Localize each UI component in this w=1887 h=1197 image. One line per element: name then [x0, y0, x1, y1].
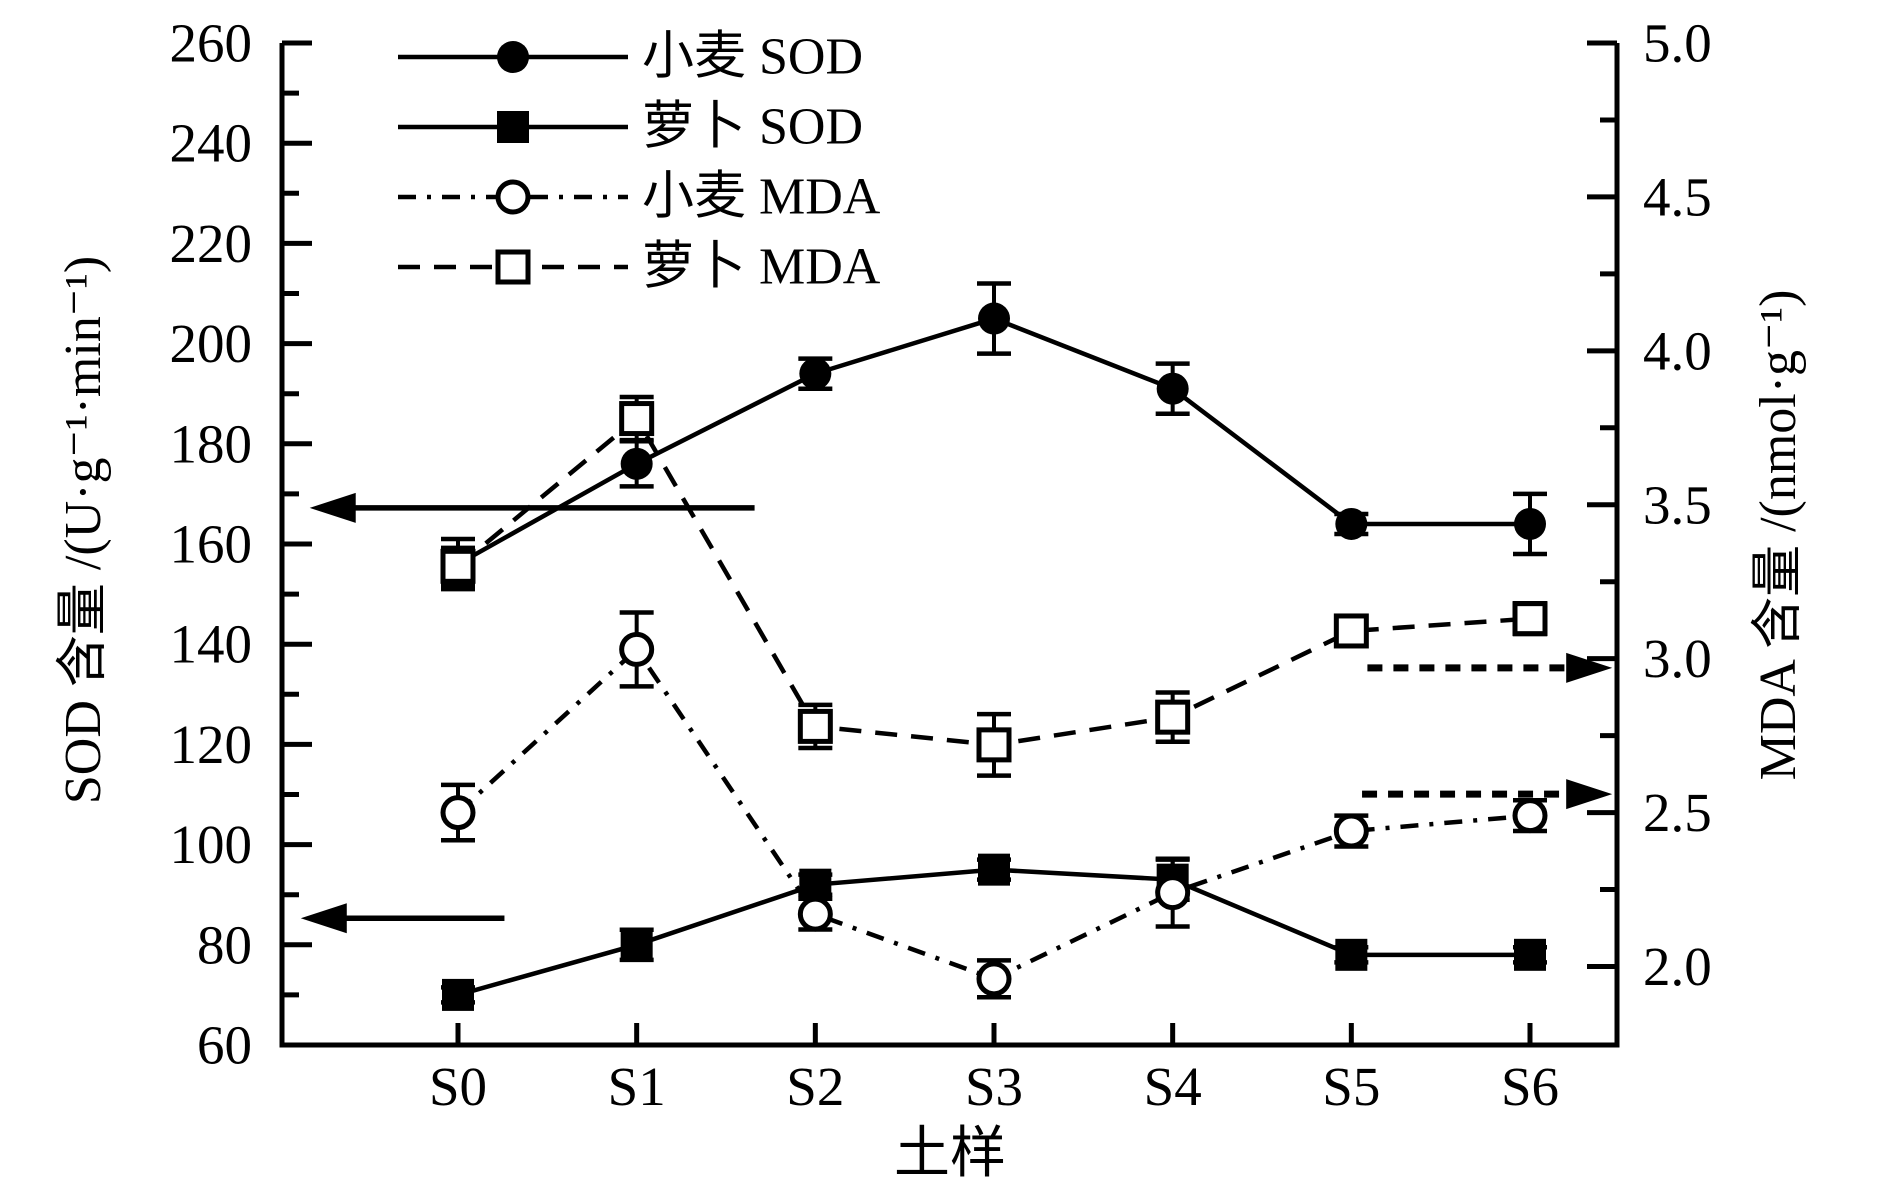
x-tick-label: S1	[608, 1056, 666, 1117]
y-right-tick-label: 4.0	[1643, 320, 1712, 381]
plot-area: 60 80 100 120 140 160 180 200 220 240 260 2.0 2.5 3.0…	[170, 13, 1712, 1118]
y-right-tick-label: 5.0	[1643, 13, 1712, 74]
legend-label: 小麦 SOD	[642, 29, 863, 86]
legend-label: 萝卜 SOD	[642, 99, 863, 156]
y-left-tick-label: 60	[197, 1015, 252, 1076]
legend-item-radish-mda: 萝卜 MDA	[398, 239, 881, 296]
marker-open-square	[619, 401, 655, 437]
y-left-tick-label: 260	[170, 13, 253, 74]
marker-open-circle	[1512, 798, 1548, 834]
axis-arrows	[300, 492, 1613, 934]
y-left-tick-label: 100	[170, 814, 253, 875]
marker-open-square	[495, 249, 531, 285]
y-left-tick-label: 240	[170, 113, 253, 174]
marker-filled-square	[978, 853, 1011, 886]
marker-open-square	[797, 708, 833, 744]
y-right-axis-title: MDA 含量 /(nmol·g⁻¹)	[1750, 290, 1807, 781]
marker-filled-square	[497, 111, 529, 143]
y-left-tick-label: 140	[170, 614, 253, 675]
marker-filled-circle	[497, 41, 529, 73]
marker-filled-circle	[620, 447, 653, 480]
marker-open-square	[1155, 699, 1191, 735]
arrow-to-right-axis	[1367, 652, 1613, 683]
marker-open-circle	[797, 896, 833, 932]
series-radish-mda	[440, 394, 1548, 778]
y-right-ticks: 2.0 2.5 3.0 3.5 4.0 4.5 5.0	[1587, 13, 1712, 997]
y-left-axis-title: SOD 含量 /(U·g⁻¹·min⁻¹)	[55, 256, 112, 804]
arrow-head	[309, 492, 356, 523]
x-tick-label: S2	[786, 1056, 844, 1117]
marker-open-circle	[619, 631, 655, 667]
marker-filled-circle	[1514, 507, 1547, 540]
arrow-to-right-axis	[1362, 779, 1613, 810]
y-right-tick-label: 3.0	[1643, 628, 1712, 689]
arrow-head	[1566, 779, 1613, 810]
marker-open-square	[440, 548, 476, 584]
marker-open-square	[976, 727, 1012, 763]
y-right-tick-label: 4.5	[1643, 166, 1712, 227]
x-axis-title: 土样	[894, 1123, 1006, 1185]
series-line	[456, 415, 1531, 748]
y-right-tick-label: 3.5	[1643, 474, 1712, 535]
legend-item-wheat-sod: 小麦 SOD	[398, 29, 863, 86]
series-line	[456, 646, 1531, 982]
y-right-tick-label: 2.0	[1643, 936, 1712, 997]
marker-filled-circle	[1335, 507, 1368, 540]
series-wheat-mda	[440, 610, 1548, 1000]
y-left-tick-label: 220	[170, 213, 253, 274]
legend-label: 小麦 MDA	[642, 169, 881, 226]
marker-open-square	[1333, 613, 1369, 649]
y-left-tick-label: 160	[170, 514, 253, 575]
y-right-tick-label: 2.5	[1643, 782, 1712, 843]
marker-filled-square	[620, 928, 653, 961]
y-left-tick-label: 200	[170, 313, 253, 374]
marker-filled-square	[1514, 938, 1547, 971]
arrow-head	[1566, 652, 1613, 683]
marker-filled-square	[442, 978, 474, 1011]
arrow-to-left-axis	[300, 903, 505, 934]
marker-filled-circle	[978, 302, 1011, 335]
marker-filled-circle	[799, 357, 832, 390]
x-tick-label: S3	[965, 1056, 1023, 1117]
x-tick-label: S0	[429, 1056, 487, 1117]
marker-filled-square	[1335, 938, 1368, 971]
series-wheat-sod	[441, 281, 1548, 592]
axes	[279, 43, 1620, 1048]
y-left-tick-label: 120	[170, 714, 253, 775]
legend-item-wheat-mda: 小麦 MDA	[398, 169, 881, 226]
legend-label: 萝卜 MDA	[642, 239, 881, 296]
y-left-tick-label: 180	[170, 413, 253, 474]
x-tick-label: S6	[1501, 1056, 1559, 1117]
marker-open-circle	[440, 795, 476, 831]
arrow-head	[300, 903, 347, 934]
y-left-tick-label: 80	[197, 914, 252, 975]
x-ticks: S0 S1 S2 S3 S4 S5 S6	[429, 1023, 1559, 1117]
x-tick-label: S4	[1144, 1056, 1202, 1117]
marker-open-circle	[976, 961, 1012, 997]
marker-open-circle	[1333, 813, 1369, 849]
marker-open-circle	[1155, 875, 1191, 911]
legend-item-radish-sod: 萝卜 SOD	[398, 99, 863, 156]
x-tick-label: S5	[1322, 1056, 1380, 1117]
legend: 小麦 SOD 萝卜 SOD 小麦 MDA 萝卜 MDA	[398, 29, 881, 296]
marker-open-circle	[495, 179, 531, 215]
marker-filled-circle	[1156, 372, 1189, 405]
marker-open-square	[1512, 601, 1548, 637]
y-left-ticks: 60 80 100 120 140 160 180 200 220 240 260	[170, 13, 312, 1076]
